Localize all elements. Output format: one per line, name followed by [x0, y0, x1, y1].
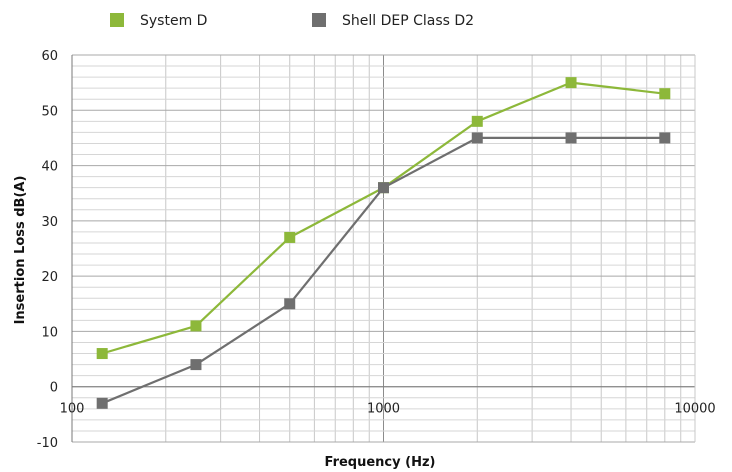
- data-point-marker: [96, 397, 108, 409]
- axes: [71, 55, 696, 442]
- data-point-marker: [378, 182, 389, 194]
- data-point-marker: [471, 115, 483, 127]
- legend: System D Shell DEP Class D2: [110, 13, 474, 29]
- y-tick-label: 40: [41, 160, 58, 175]
- y-tick-label: -10: [37, 436, 58, 451]
- data-point-marker: [190, 320, 202, 332]
- data-point-marker: [96, 348, 108, 360]
- x-tick-label: 10000: [674, 402, 715, 417]
- y-tick-label: 60: [41, 49, 58, 64]
- x-tick-label: 100: [60, 402, 85, 417]
- legend-label: System D: [140, 13, 207, 29]
- tick-labels: -10 0 10 20 30 40 50 60 100 1000 10000: [37, 49, 716, 451]
- data-point-marker: [190, 359, 202, 371]
- y-tick-label: 0: [50, 381, 58, 396]
- x-axis-title: Frequency (Hz): [325, 455, 436, 470]
- y-tick-label: 30: [41, 215, 58, 230]
- y-axis-title: Insertion Loss dB(A): [13, 176, 28, 325]
- plot-series: [96, 77, 671, 409]
- data-point-marker: [471, 132, 483, 144]
- y-tick-label: 20: [41, 270, 58, 285]
- data-point-marker: [284, 231, 296, 243]
- legend-swatch: [312, 13, 326, 27]
- data-point-marker: [659, 132, 671, 144]
- data-point-marker: [659, 88, 671, 100]
- y-tick-label: 10: [41, 325, 58, 340]
- x-tick-label: 1000: [367, 402, 400, 417]
- y-tick-label: 50: [41, 104, 58, 119]
- legend-swatch: [110, 13, 124, 27]
- data-point-marker: [565, 132, 577, 144]
- grid: [72, 54, 695, 443]
- data-point-marker: [284, 298, 296, 310]
- legend-label: Shell DEP Class D2: [342, 13, 474, 29]
- data-point-marker: [565, 77, 577, 89]
